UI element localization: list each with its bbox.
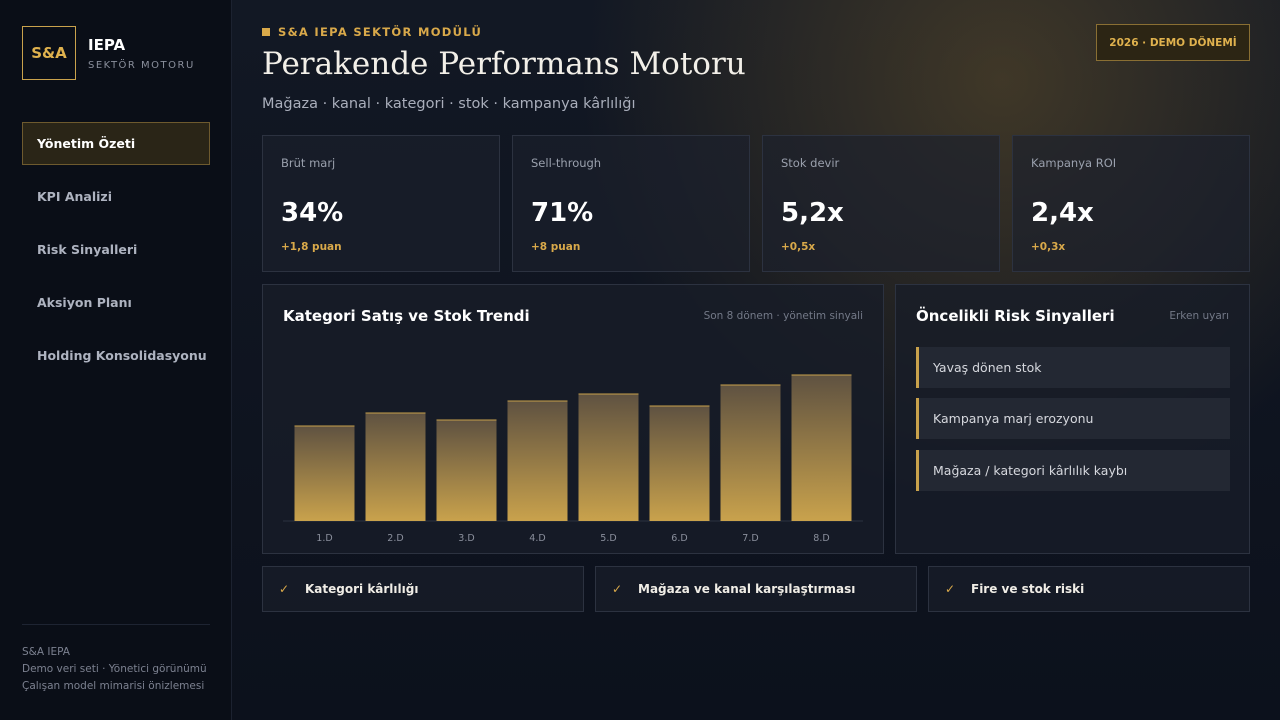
- nav-item[interactable]: KPI Analizi: [37, 189, 112, 204]
- bar: [294, 426, 355, 521]
- feature: ✓ Kategori kârlılığı: [262, 566, 584, 612]
- kpi-card: Stok devir 5,2x +0,5x: [762, 135, 1000, 272]
- chart: 1.D 2.D 3.D 4.D 5.D 6.D 7.D 8.D: [283, 374, 863, 544]
- kpi-card: Sell-through 71% +8 puan: [512, 135, 750, 272]
- eyebrow: S&A IEPA SEKTÖR MODÜLÜ: [262, 25, 482, 39]
- feature-label: Mağaza ve kanal karşılaştırması: [638, 582, 856, 596]
- check-icon: ✓: [278, 582, 290, 596]
- x-tick-label: 3.D: [458, 533, 474, 544]
- kpi-label: Brüt marj: [281, 156, 336, 170]
- risk-title: Öncelikli Risk Sinyalleri: [916, 307, 1115, 325]
- feature-label: Kategori kârlılığı: [305, 582, 419, 596]
- kpi-label: Sell-through: [531, 156, 602, 170]
- brand: IEPA: [88, 36, 126, 54]
- period-badge: 2026 · DEMO DÖNEMİ: [1096, 24, 1250, 61]
- x-tick-label: 1.D: [316, 533, 332, 544]
- bar: [365, 413, 426, 521]
- risk-item: Mağaza / kategori kârlılık kaybı: [916, 450, 1230, 491]
- bar: [720, 385, 781, 521]
- nav-item[interactable]: Aksiyon Planı: [37, 295, 132, 310]
- brand-sub: SEKTÖR MOTORU: [88, 60, 195, 71]
- x-tick-label: 4.D: [529, 533, 545, 544]
- page-title: Perakende Performans Motoru: [262, 46, 746, 82]
- bar: [507, 401, 568, 521]
- bar: [578, 394, 639, 521]
- kpi-card: Brüt marj 34% +1,8 puan: [262, 135, 500, 272]
- bar: [791, 375, 852, 521]
- x-tick-label: 7.D: [742, 533, 758, 544]
- x-tick-label: 2.D: [387, 533, 403, 544]
- x-tick-label: 6.D: [671, 533, 687, 544]
- risk-item: Kampanya marj erozyonu: [916, 398, 1230, 439]
- kpi-delta: +1,8 puan: [281, 241, 342, 253]
- footer-line: S&A IEPA: [22, 646, 70, 658]
- check-icon: ✓: [611, 582, 623, 596]
- chart-title: Kategori Satış ve Stok Trendi: [283, 307, 530, 325]
- footer-line: Çalışan model mimarisi önizlemesi: [22, 680, 205, 692]
- risk-panel: Öncelikli Risk Sinyalleri Erken uyarı Ya…: [895, 284, 1250, 554]
- feature-label: Fire ve stok riski: [971, 582, 1085, 596]
- bar: [649, 406, 710, 521]
- nav-item[interactable]: Yönetim Özeti: [22, 122, 210, 165]
- kpi-value: 5,2x: [781, 198, 844, 228]
- check-icon: ✓: [944, 582, 956, 596]
- separator: [22, 624, 210, 625]
- kpi-label: Stok devir: [781, 156, 840, 170]
- chart-subtitle: Son 8 dönem · yönetim sinyali: [703, 310, 863, 322]
- kpi-delta: +8 puan: [531, 241, 581, 253]
- risk-note: Erken uyarı: [1169, 310, 1229, 322]
- feature: ✓ Fire ve stok riski: [928, 566, 1250, 612]
- kpi-value: 34%: [281, 198, 344, 228]
- sidebar: S&A IEPA SEKTÖR MOTORU Yönetim Özeti KPI…: [0, 0, 232, 720]
- kpi-value: 2,4x: [1031, 198, 1094, 228]
- risk-item: Yavaş dönen stok: [916, 347, 1230, 388]
- footer-line: Demo veri seti · Yönetici görünümü: [22, 663, 207, 675]
- bar: [436, 420, 497, 521]
- kpi-label: Kampanya ROI: [1031, 156, 1117, 170]
- nav-item[interactable]: Risk Sinyalleri: [37, 242, 138, 257]
- kpi-delta: +0,3x: [1031, 241, 1066, 253]
- x-tick-label: 8.D: [813, 533, 829, 544]
- chart-panel: Kategori Satış ve Stok Trendi Son 8 döne…: [262, 284, 884, 554]
- kpi-value: 71%: [531, 198, 594, 228]
- kpi-card: Kampanya ROI 2,4x +0,3x: [1012, 135, 1250, 272]
- nav-item[interactable]: Holding Konsolidasyonu: [37, 348, 207, 363]
- logo: S&A: [22, 26, 76, 80]
- kpi-delta: +0,5x: [781, 241, 816, 253]
- feature: ✓ Mağaza ve kanal karşılaştırması: [595, 566, 917, 612]
- page-subtitle: Mağaza · kanal · kategori · stok · kampa…: [262, 96, 636, 112]
- x-tick-label: 5.D: [600, 533, 616, 544]
